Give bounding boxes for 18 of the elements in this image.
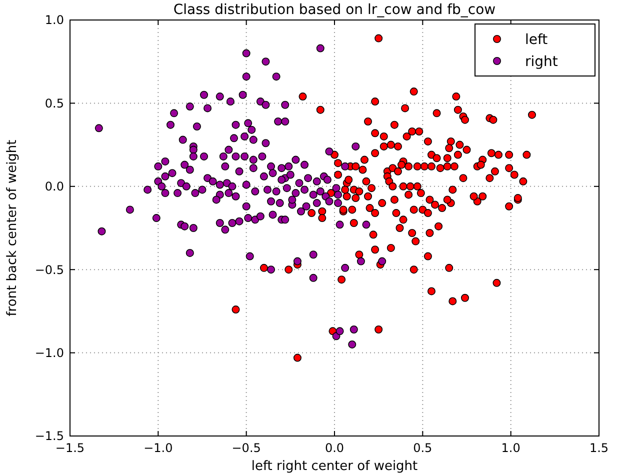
x-tick-label: 0.5 <box>413 441 432 455</box>
y-tick-label: −0.5 <box>34 262 64 277</box>
x-tick-label: −1.5 <box>55 441 85 455</box>
x-tick-label: 1.5 <box>589 441 609 455</box>
x-tick-label: 0.0 <box>324 441 344 455</box>
y-tick-label: 0.0 <box>44 180 64 194</box>
chart-title: Class distribution based on lr_cow and fb_cow <box>173 2 496 18</box>
y-tick-label: −1.0 <box>34 346 64 360</box>
y-axis-title: front back center of weight <box>5 140 20 316</box>
x-tick-label: 1.0 <box>501 441 520 455</box>
x-tick-label: −0.5 <box>232 441 261 455</box>
legend-label: left <box>525 32 548 48</box>
y-tick-label: 0.5 <box>44 96 64 110</box>
y-tick-label: −1.5 <box>34 429 64 444</box>
y-tick-label: 1.0 <box>44 13 64 28</box>
x-tick-label: −1.0 <box>144 441 173 455</box>
x-axis-title: left right center of weight <box>251 459 418 474</box>
legend-label: right <box>525 54 558 70</box>
